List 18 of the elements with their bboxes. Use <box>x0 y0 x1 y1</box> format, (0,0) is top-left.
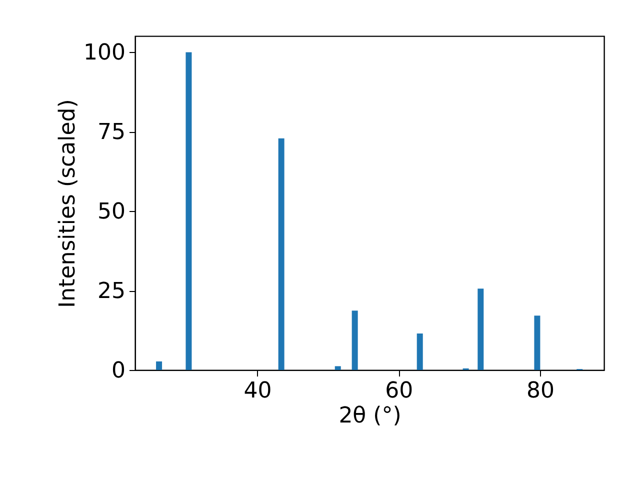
y-axis-title: Intensities (scaled) <box>56 99 81 308</box>
bar <box>534 316 540 370</box>
bar <box>352 310 358 370</box>
x-tick-label: 80 <box>526 378 555 404</box>
x-tick-label: 40 <box>244 378 272 404</box>
bar <box>478 288 484 370</box>
y-tick-label: 50 <box>98 200 126 225</box>
x-tick-label: 60 <box>385 378 414 404</box>
y-tick-label: 25 <box>98 279 126 304</box>
y-tick-label: 100 <box>84 40 126 66</box>
bar <box>278 138 284 370</box>
y-tick-label: 75 <box>98 120 126 146</box>
bar <box>416 333 423 370</box>
bar <box>334 366 341 370</box>
y-tick-label: 0 <box>112 358 126 384</box>
bar <box>156 361 162 370</box>
x-axis-title: 2θ (°) <box>338 404 402 428</box>
bar <box>186 52 192 370</box>
